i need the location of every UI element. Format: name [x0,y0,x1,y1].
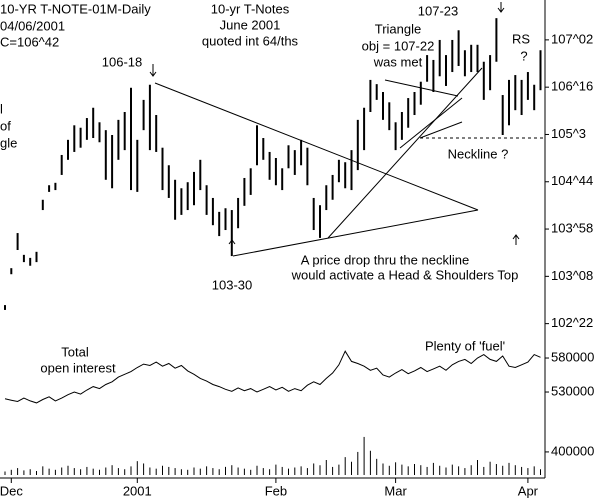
x-tick-label: 2001 [123,483,152,498]
y-tick-label: 107^02 [551,31,593,46]
panel-title: Total [61,344,89,359]
x-tick-label: Dec [0,483,23,498]
annotation: gle [0,135,17,150]
y-tick-label: 103^58 [551,220,593,235]
triangle-line [399,97,463,149]
y-tick-label: 106^16 [551,79,593,94]
annotation: quoted int 64/ths [202,33,299,48]
annotation: obj = 107-22 [362,38,435,53]
trendline [327,67,483,239]
annotation: l [0,101,3,116]
arrow [512,234,520,245]
annotation: A price drop thru the neckline [301,252,469,267]
y-tick-label: 580000 [551,349,594,364]
annotation: Plenty of 'fuel' [425,338,505,353]
y-tick-label: 400000 [551,443,594,458]
panel-title: open interest [40,360,116,375]
annotation: would activate a Head & Shoulders Top [291,267,519,282]
chart-title: 10-YR T-NOTE-01M-Daily [0,1,151,16]
subtitle: C=106^42 [0,34,59,49]
annotation: June 2001 [220,17,281,32]
annotation: Neckline ? [448,146,509,161]
annotation: ? [520,48,527,63]
x-tick-label: Feb [265,483,287,498]
y-tick-label: 104^44 [551,173,593,188]
y-tick-label: 530000 [551,383,594,398]
y-tick-label: 105^3 [551,126,586,141]
x-tick-label: Mar [384,483,407,498]
y-tick-label: 102^22 [551,315,593,330]
arrow [497,2,505,13]
annotation: 107-23 [418,3,458,18]
x-tick-label: Apr [518,483,539,498]
annotation: RS [512,31,530,46]
annotation: of [0,118,11,133]
annotation: 10-yr T-Notes [211,1,290,16]
open-interest-line [4,350,541,404]
annotation: 103-30 [212,277,252,292]
subtitle: 04/06/2001 [0,18,65,33]
arrow [149,64,157,77]
triangle-line [419,121,463,139]
annotation: was met [373,54,423,69]
annotation: 106-18 [102,54,142,69]
trendline [232,209,479,257]
trendline [154,82,479,211]
y-tick-label: 103^08 [551,268,593,283]
annotation: Triangle [375,21,421,36]
